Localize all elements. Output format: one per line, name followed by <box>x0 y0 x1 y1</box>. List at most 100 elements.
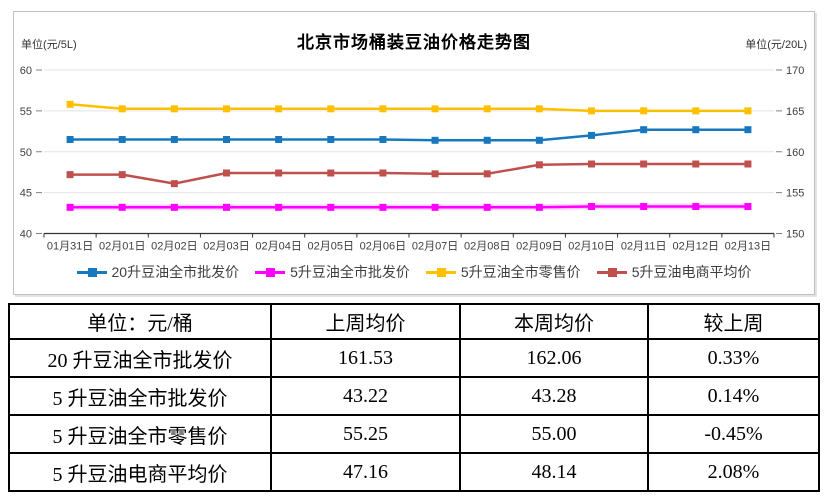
data-point-marker <box>379 135 387 143</box>
data-point-marker <box>535 203 543 211</box>
legend-line-marker-icon <box>596 267 627 277</box>
y-axis-label-left: 45 <box>20 188 32 200</box>
data-point-marker <box>118 105 126 113</box>
legend-item-2[interactable]: 5升豆油全市零售价 <box>425 262 581 282</box>
x-axis-date-label: 02月08日 <box>464 241 510 253</box>
price-trend-chart-card: 单位(元/5L) 北京市场桶装豆油价格走势图 单位(元/20L) 60 170 55… <box>13 11 815 295</box>
data-point-marker <box>588 131 595 139</box>
data-point-marker <box>588 203 595 211</box>
chart-title: 北京市场桶装豆油价格走势图 <box>297 33 531 52</box>
data-point-marker <box>327 203 335 211</box>
data-point-marker <box>692 107 700 115</box>
data-point-marker <box>692 160 700 168</box>
data-point-marker <box>223 135 230 143</box>
legend-square <box>607 267 617 277</box>
series-line-0 <box>70 128 748 142</box>
legend-item-3[interactable]: 5升豆油电商平均价 <box>596 262 752 282</box>
legend-line-marker-icon <box>76 267 107 277</box>
value-cell-last_week: 161.53 <box>270 338 461 378</box>
value-cell-last_week: 43.22 <box>270 376 461 416</box>
y-axis-label-right: 155 <box>786 188 804 200</box>
table-header-cell: 上周均价 <box>270 303 461 340</box>
left-axis-unit-label: 单位(元/5L) <box>21 39 77 51</box>
legend-item-1[interactable]: 5升豆油全市批发价 <box>255 262 410 282</box>
x-axis-date-label: 02月07日 <box>412 241 458 253</box>
table-row: 20 升豆油全市批发价 161.53 162.06 0.33% <box>8 338 820 378</box>
data-point-marker <box>223 105 230 113</box>
legend-line-marker-icon <box>255 267 286 277</box>
legend-item-label: 20升豆油全市批发价 <box>111 264 240 280</box>
table-header-cell: 本周均价 <box>459 303 649 340</box>
legend-item-0[interactable]: 20升豆油全市批发价 <box>76 262 240 282</box>
y-axis-label-left: 60 <box>20 65 32 77</box>
data-point-marker <box>327 135 335 143</box>
value-cell-change: 0.14% <box>647 376 820 416</box>
legend-item-label: 5升豆油电商平均价 <box>631 264 752 280</box>
series-line-1 <box>70 205 748 209</box>
y-axis-label-left: 40 <box>20 229 32 241</box>
legend-item-label: 5升豆油全市批发价 <box>290 264 410 280</box>
legend-square <box>266 267 276 277</box>
data-point-marker <box>170 203 178 211</box>
legend-line-marker-icon <box>425 267 456 277</box>
table-header-cell: 较上周 <box>647 303 820 340</box>
data-point-marker <box>66 100 74 108</box>
data-point-marker <box>692 203 700 211</box>
data-point-marker <box>118 171 126 179</box>
data-point-marker <box>640 160 648 168</box>
row-label-cell: 5 升豆油电商平均价 <box>8 452 272 492</box>
data-point-marker <box>66 203 74 211</box>
data-point-marker <box>431 170 439 178</box>
value-cell-last_week: 55.25 <box>270 414 461 454</box>
y-axis-label-right: 170 <box>786 65 804 77</box>
price-summary-table: 单位：元/桶 上周均价 本周均价 较上周 20 升豆油全市批发价 161.53 162.0… <box>8 303 820 492</box>
x-axis-date-label: 02月11日 <box>621 241 667 253</box>
data-point-marker <box>692 126 700 134</box>
data-point-marker <box>275 169 283 177</box>
y-axis-label-right: 150 <box>786 229 804 241</box>
data-point-marker <box>588 160 595 168</box>
data-point-marker <box>744 107 752 115</box>
x-axis-date-label: 02月06日 <box>360 241 406 253</box>
data-point-marker <box>431 203 439 211</box>
data-point-marker <box>483 136 491 144</box>
table-header-row: 单位：元/桶 上周均价 本周均价 较上周 <box>8 303 820 340</box>
data-point-marker <box>379 169 387 177</box>
data-point-marker <box>275 135 283 143</box>
value-cell-this_week: 43.28 <box>459 376 649 416</box>
data-point-marker <box>66 171 74 179</box>
x-axis-date-label: 02月03日 <box>203 241 249 253</box>
value-cell-this_week: 48.14 <box>459 452 649 492</box>
data-point-marker <box>588 107 595 115</box>
data-point-marker <box>223 169 230 177</box>
data-point-marker <box>223 203 230 211</box>
table-row: 5 升豆油全市批发价 43.22 43.28 0.14% <box>8 376 820 416</box>
legend-item-label: 5升豆油全市零售价 <box>460 264 581 280</box>
table-header-cell: 单位：元/桶 <box>8 303 272 340</box>
data-point-marker <box>118 135 126 143</box>
series-line-2 <box>69 103 748 113</box>
data-point-marker <box>483 203 491 211</box>
data-point-marker <box>744 126 752 134</box>
data-point-marker <box>379 105 387 113</box>
x-axis-date-label: 02月01日 <box>99 241 145 253</box>
x-axis-date-label: 02月05日 <box>308 241 354 253</box>
data-point-marker <box>640 126 648 134</box>
data-point-marker <box>118 203 126 211</box>
row-label-cell: 5 升豆油全市零售价 <box>8 414 272 454</box>
data-point-marker <box>640 203 648 211</box>
table-row: 5 升豆油电商平均价 47.16 48.14 2.08% <box>8 452 820 492</box>
data-point-marker <box>327 105 335 113</box>
data-point-marker <box>170 135 178 143</box>
value-cell-change: -0.45% <box>647 414 820 454</box>
data-point-marker <box>275 105 283 113</box>
data-point-marker <box>535 105 543 113</box>
data-point-marker <box>170 180 178 188</box>
x-axis-date-label: 02月12日 <box>673 241 719 253</box>
value-cell-this_week: 162.06 <box>459 338 649 378</box>
data-point-marker <box>483 170 491 178</box>
x-axis-date-label: 02月04日 <box>255 241 301 253</box>
y-axis-label-right: 165 <box>786 106 804 118</box>
row-label-cell: 5 升豆油全市批发价 <box>8 376 272 416</box>
